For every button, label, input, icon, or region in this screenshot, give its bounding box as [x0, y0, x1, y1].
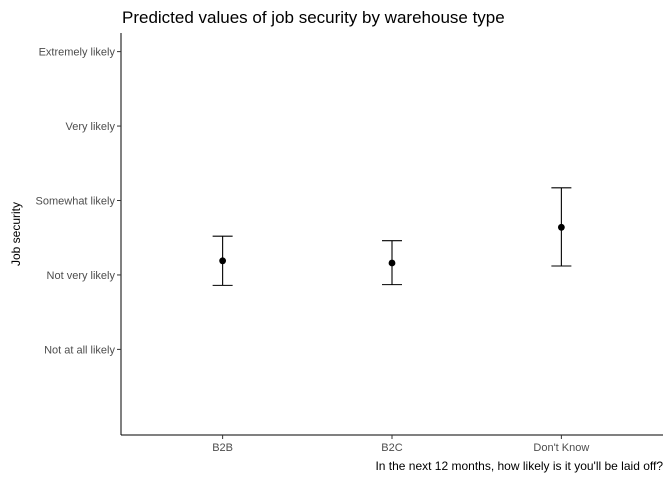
y-axis-title: Job security [9, 202, 23, 266]
y-tick-label: Somewhat likely [36, 196, 116, 208]
y-tick-label: Not very likely [47, 270, 116, 282]
x-tick-label: B2C [381, 442, 402, 454]
x-tick-label: B2B [212, 442, 233, 454]
x-axis-ticks: B2B B2C Don't Know [212, 435, 589, 454]
y-tick-label: Extremely likely [39, 47, 116, 59]
estimate-point [557, 223, 565, 231]
data-marks [212, 187, 572, 286]
estimate-point [388, 259, 396, 267]
x-axis-title: In the next 12 months, how likely is it … [375, 459, 663, 473]
estimate-point [219, 257, 227, 265]
plot-area [120, 33, 663, 436]
x-tick-label: Don't Know [533, 442, 589, 454]
chart-title: Predicted values of job security by ware… [122, 8, 505, 27]
y-tick-label: Not at all likely [44, 344, 115, 356]
y-tick-label: Very likely [65, 121, 115, 133]
y-axis-ticks: Not at all likely Not very likely Somewhat… [36, 47, 121, 356]
